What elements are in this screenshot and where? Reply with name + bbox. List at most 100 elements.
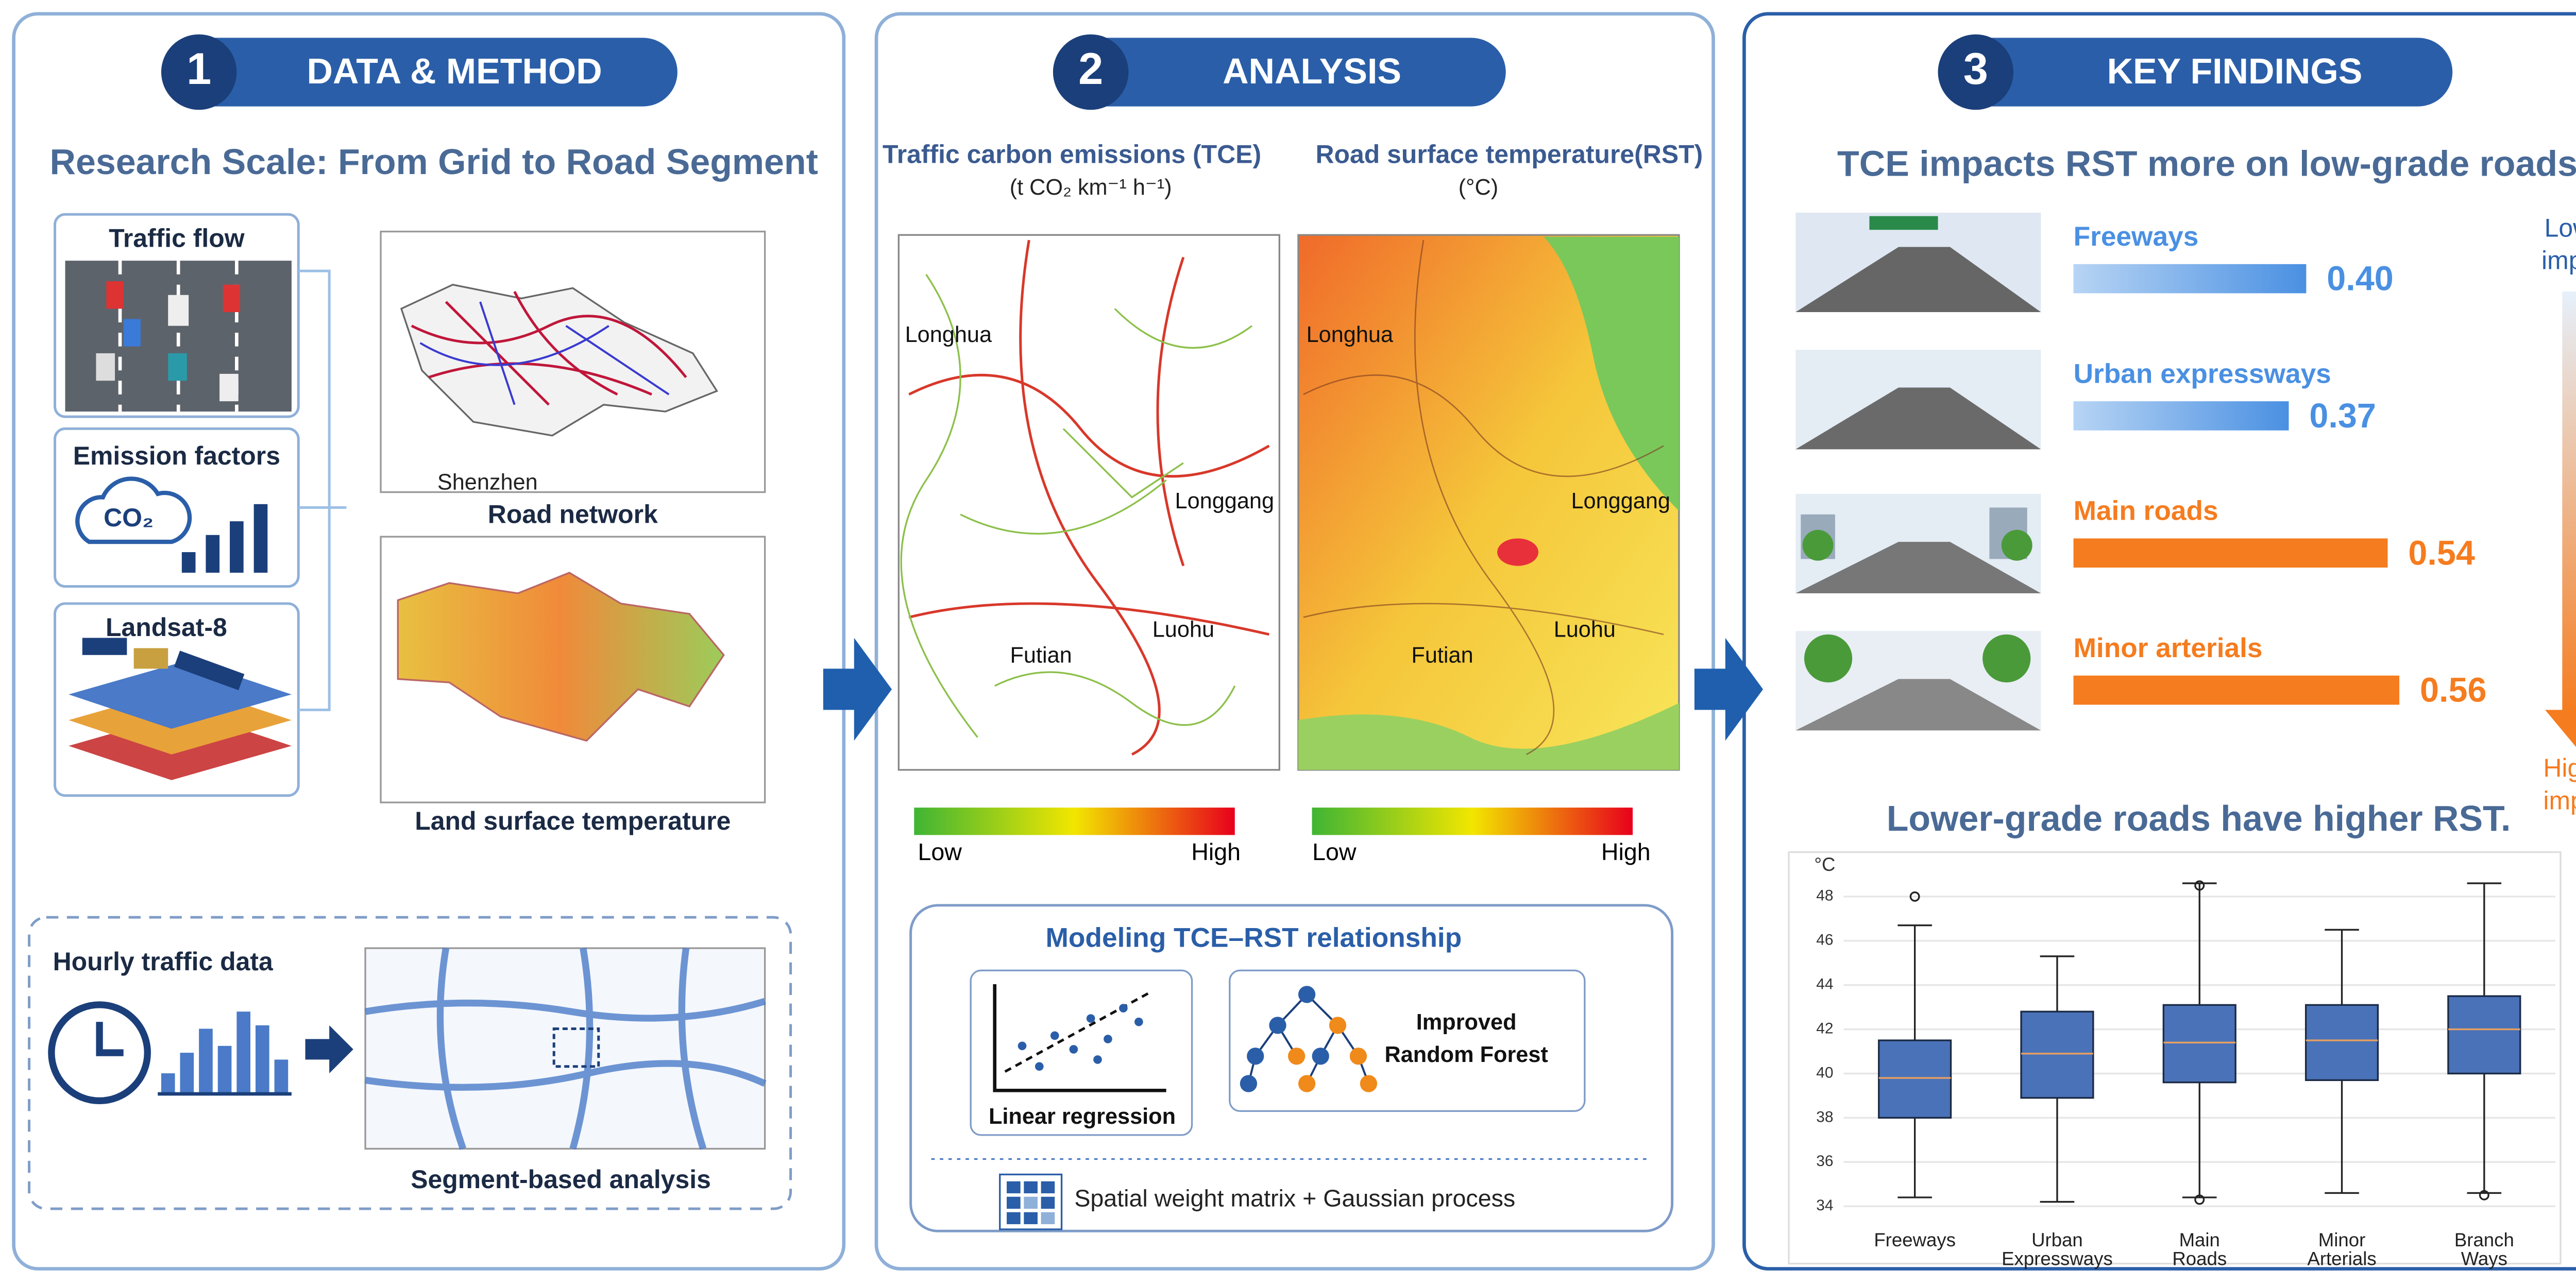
map-unit: (°C) [1459, 175, 1498, 200]
input-label: Emission factors [73, 441, 280, 470]
panel-title: DATA & METHOD [307, 51, 602, 91]
impact-bar [2073, 264, 2307, 294]
box [2162, 1004, 2236, 1084]
district: Luohu [1153, 618, 1214, 642]
map-label: Road network [488, 500, 658, 528]
heading: Research Scale: From Grid to Road Segmen… [50, 142, 818, 182]
outlier [2194, 880, 2205, 891]
x-tick-label: Freeways [1874, 1229, 1956, 1250]
district: Longhua [1307, 322, 1394, 347]
y-tick-label: 40 [1816, 1064, 1833, 1081]
y-tick-label: 38 [1816, 1108, 1833, 1125]
impact-value: 0.40 [2327, 260, 2394, 298]
flow-arrows [823, 638, 1764, 741]
map-unit: (t CO₂ km⁻¹ h⁻¹) [1010, 175, 1172, 200]
panel-number: 3 [1963, 44, 1988, 94]
colorbar-low: Low [918, 838, 962, 865]
forest-icon [1229, 969, 1586, 1112]
box [2447, 995, 2521, 1075]
lst-map [380, 536, 766, 803]
district: Longhua [905, 322, 992, 347]
map-title: Road surface temperature(RST) [1315, 140, 1703, 168]
segment-grid [364, 947, 767, 1150]
road-network-map [380, 230, 766, 493]
model-label: Random Forest [1385, 1042, 1548, 1067]
connectors [298, 269, 347, 711]
panel-headers: 1 DATA & METHOD 2 ANALYSIS 3 KEY FINDING… [161, 34, 2453, 110]
impact-value: 0.37 [2309, 397, 2376, 435]
district: Futian [1411, 643, 1473, 668]
outlier [1909, 891, 1920, 902]
road-name: Main roads [2074, 496, 2218, 526]
map-title: Traffic carbon emissions (TCE) [883, 140, 1261, 168]
method-label: Hourly traffic data [53, 947, 274, 976]
district: Longgang [1175, 489, 1274, 513]
box [2020, 1010, 2094, 1099]
input-label: Traffic flow [109, 224, 245, 252]
model-title: Modeling TCE–RST relationship [1046, 922, 1462, 953]
x-tick-label: Expressways [2002, 1248, 2113, 1270]
colorbar-high: High [1601, 838, 1651, 865]
x-tick-label: Roads [2172, 1248, 2227, 1270]
impact-label: Higher [2543, 753, 2576, 782]
co2-label: CO₂ [104, 503, 154, 532]
box [2304, 1004, 2379, 1082]
rst-map [1297, 234, 1680, 771]
findings-title: TCE impacts RST more on low-grade roads. [1837, 144, 2576, 184]
impact-bar [2073, 675, 2400, 705]
panel-number: 1 [187, 44, 211, 94]
impact-value: 0.54 [2408, 534, 2475, 572]
spatial-label: Spatial weight matrix + Gaussian process [1074, 1185, 1515, 1212]
road-name: Minor arterials [2074, 633, 2263, 663]
impact-label: impact [2541, 246, 2576, 275]
district: Luohu [1554, 618, 1616, 642]
boxplot-unit: °C [1814, 854, 1835, 875]
box-title: Lower-grade roads have higher RST. [1887, 798, 2511, 838]
road-images [1795, 212, 2041, 731]
map-label: Land surface temperature [415, 807, 731, 835]
y-tick-label: 34 [1816, 1197, 1833, 1214]
impact-bar [2073, 401, 2289, 431]
x-tick-label: Ways [2461, 1248, 2507, 1270]
district: Longgang [1571, 489, 1671, 513]
impact-label: Lower [2545, 213, 2576, 242]
district-labels: Longhua Longgang Futian Luohu Longhua Lo… [905, 322, 1670, 667]
input-label: Landsat-8 [106, 613, 227, 642]
outlier [2479, 1190, 2489, 1201]
impact-bar [2073, 538, 2388, 568]
tce-map [897, 234, 1280, 771]
impact-arrow [2545, 292, 2576, 747]
x-tick-label: Urban [2031, 1229, 2083, 1250]
road-name: Freeways [2074, 221, 2199, 252]
colorbar [1312, 808, 1633, 835]
map-city: Shenzhen [437, 470, 538, 494]
y-tick-label: 48 [1816, 887, 1833, 904]
traffic-image [65, 261, 292, 412]
box [1878, 1039, 1952, 1119]
y-tick-label: 42 [1816, 1020, 1833, 1037]
model-label: Improved [1416, 1010, 1517, 1035]
colorbar-low: Low [1312, 838, 1357, 865]
model-label: Linear regression [989, 1104, 1176, 1129]
method-box [28, 916, 792, 1210]
road-name: Urban expressways [2074, 358, 2331, 389]
impact-value: 0.56 [2420, 672, 2487, 710]
colorbar-high: High [1191, 838, 1241, 865]
hourly-icons [48, 1001, 353, 1104]
satellite-image [69, 638, 292, 780]
linear-icon [970, 969, 1193, 1136]
x-tick-label: Minor [2318, 1229, 2366, 1250]
y-tick-label: 36 [1816, 1153, 1833, 1170]
panel-number: 2 [1078, 44, 1103, 94]
x-tick-label: Branch [2454, 1229, 2514, 1250]
method-label: Segment-based analysis [411, 1165, 711, 1194]
y-tick-label: 44 [1816, 976, 1833, 993]
impact-label: impact [2543, 786, 2576, 815]
district: Futian [1010, 643, 1072, 668]
x-tick-label: Arterials [2307, 1248, 2376, 1270]
matrix-icon [999, 1173, 1063, 1230]
x-tick-label: Main [2179, 1229, 2220, 1250]
panel-title: ANALYSIS [1223, 51, 1401, 91]
co2-icon [75, 476, 268, 573]
